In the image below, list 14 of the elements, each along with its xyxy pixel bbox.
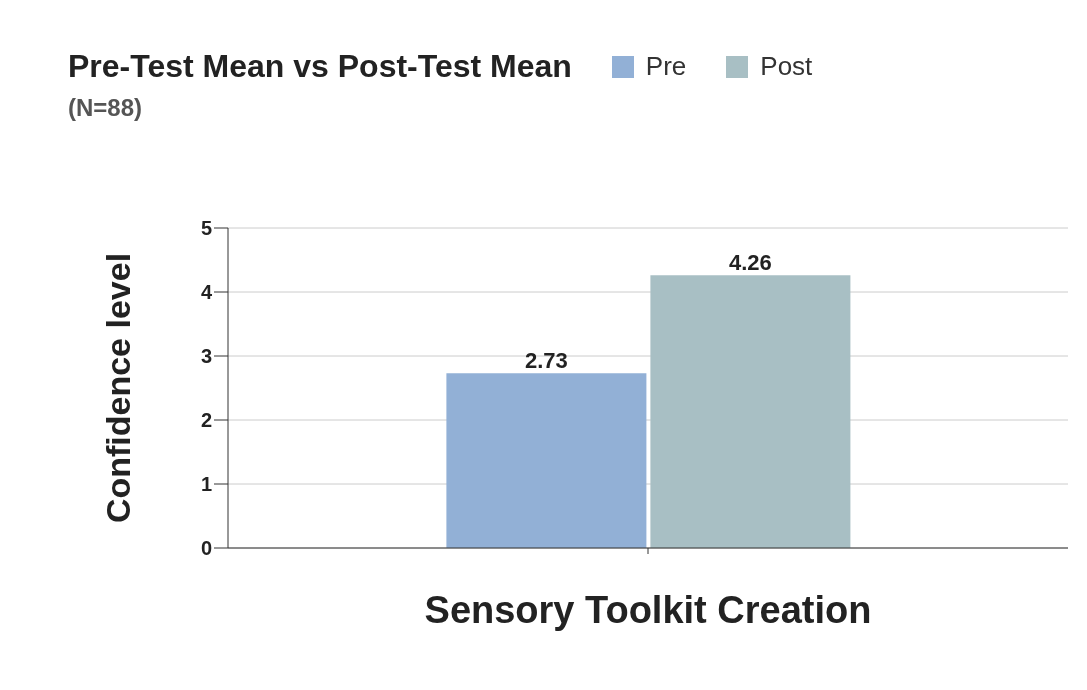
legend-label: Post [760,51,813,82]
y-tick-label: 1 [200,473,212,496]
y-tick-label: 2 [200,409,212,432]
y-tick-label: 3 [200,345,212,368]
data-label: 2.73 [524,348,568,374]
chart-title: Pre-Test Mean vs Post-Test Mean [68,48,572,85]
y-axis-title: Confidence level [99,252,138,524]
y-tick-label: 4 [200,281,213,304]
x-tick-label: Sensory Toolkit Creation [424,588,872,631]
chart-subtitle: (N=88) [68,94,143,122]
legend-label: Pre [645,51,687,82]
data-label: 4.26 [728,250,772,276]
y-tick-label: 5 [200,217,212,240]
y-tick-label: 0 [200,537,212,560]
